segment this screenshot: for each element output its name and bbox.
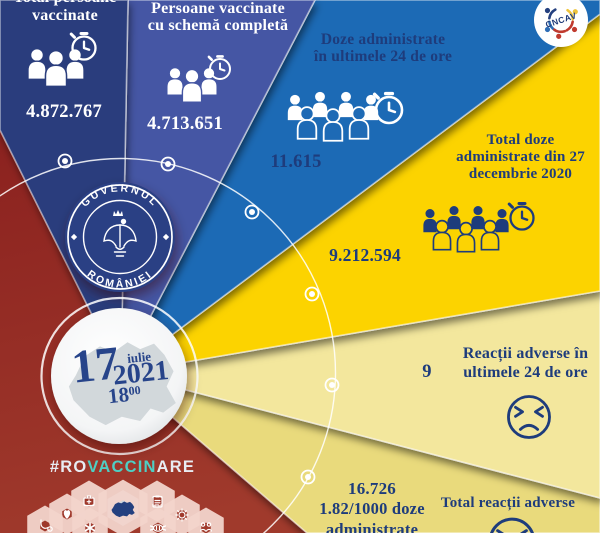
adverse-rate-line1: 1.82/1000 doze (319, 499, 425, 518)
rovaccinare-hashtag: #ROVACCINARE (35, 458, 210, 476)
badge-time: 1800 (106, 382, 142, 409)
title-line: decembrie 2020 (468, 166, 573, 182)
cncav-people-ring-icon (544, 7, 578, 39)
cncav-logo: CNCAV (534, 0, 588, 47)
adverse-24h-value: 9 (422, 362, 432, 382)
hashtag-highlight: VACCIN (87, 458, 157, 476)
badge-minutes: 00 (127, 382, 142, 399)
fully-vaccinated-value: 4.713.651 (147, 114, 223, 134)
clipboard-icon (152, 495, 163, 508)
badge-hour: 18 (106, 382, 131, 409)
title-line: în ultimele 24 de ore (313, 47, 453, 65)
title-line: ultimele 24 de ore (463, 363, 588, 381)
total-adverse-label: Total reacții adverse (440, 495, 576, 511)
title-line: Total doze (486, 132, 555, 148)
panel-doses-24h-title: Doze administrate în ultimele 24 de ore (303, 31, 463, 65)
face-mask-icon (149, 524, 167, 532)
diamond-separator (162, 233, 170, 241)
panel-fully-vaccinated-title: Persoane vaccinate cu schemă completă (138, 0, 298, 34)
title-line: Doze administrate (320, 31, 446, 48)
title-line: Persoane vaccinate (151, 0, 285, 17)
title-line: Reacții adverse în (462, 345, 589, 362)
panel-adverse-24h-title: Reacții adverse în ultimele 24 de ore (448, 345, 600, 382)
hashtag-prefix: #RO (49, 458, 88, 476)
title-line: Total persoane (0, 0, 134, 7)
total-adverse-value: 16.726 (348, 479, 396, 498)
stethoscope-icon (40, 519, 53, 532)
panel-total-doses-title: Total doze administrate din 27 decembrie… (438, 132, 600, 183)
adverse-rate-line2: administrate (325, 520, 419, 533)
title-line: administrate din 27 (456, 149, 585, 165)
date-badge (40, 296, 199, 456)
star-of-life-icon (84, 522, 96, 533)
title-line: cu schemă completă (147, 16, 289, 34)
heart-pulse-icon (63, 510, 71, 519)
total-doses-value: 9.212.594 (329, 245, 401, 265)
virus-icon (175, 508, 189, 522)
hexagon-glyphs (40, 495, 213, 533)
doses-24h-value: 11.615 (270, 152, 322, 172)
date-badge-text: 17 iulie 2021 1800 (44, 301, 193, 450)
diamond-separator (70, 233, 78, 241)
people-icon (199, 522, 213, 532)
badge-outer-ring (40, 296, 199, 456)
title-line: vaccinate (32, 6, 98, 24)
total-vaccinated-value: 4.872.767 (26, 102, 102, 122)
coat-of-arms-eagle-icon (103, 210, 137, 257)
decorative-arc (0, 157, 337, 533)
hashtag-suffix: ARE (156, 458, 196, 476)
panel-total-vaccinated-title: Total persoane vaccinate (0, 0, 134, 24)
guvernul-romaniei-logo: GUVERNUL ROMÂNIEI (65, 182, 175, 292)
first-aid-kit-icon (83, 495, 95, 507)
